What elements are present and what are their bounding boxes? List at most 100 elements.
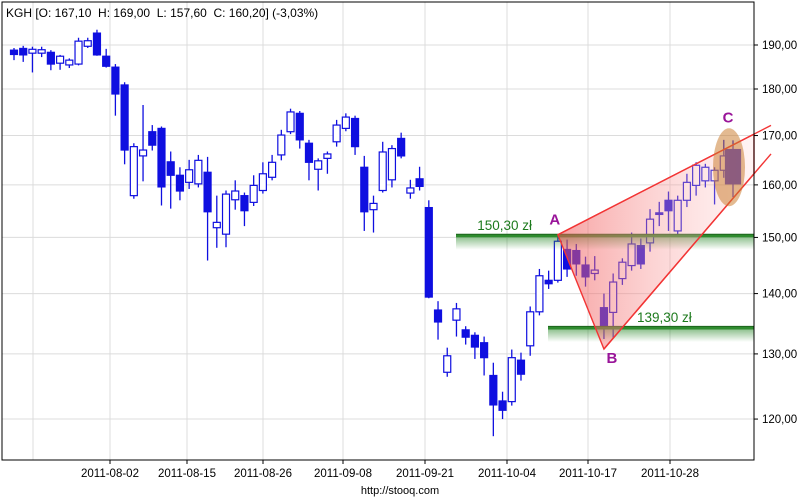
candle-body	[433, 309, 443, 323]
candle	[332, 119, 341, 147]
candle-body	[369, 202, 378, 211]
candle	[166, 151, 175, 209]
candle-body	[249, 184, 258, 203]
candle-body	[129, 146, 138, 197]
candle-body	[470, 334, 479, 348]
candle-body	[212, 221, 221, 229]
candle-body	[65, 59, 74, 66]
candle-body	[516, 359, 526, 375]
candle-body	[83, 40, 92, 47]
candle	[369, 195, 378, 233]
candle	[55, 54, 65, 70]
highlight-ellipse	[713, 128, 745, 207]
wedge-label-c: C	[723, 109, 734, 126]
candle-body	[92, 32, 102, 56]
y-axis-label: 160,00	[762, 180, 797, 192]
support-band-fade	[548, 329, 754, 343]
candle	[526, 306, 535, 356]
candle	[397, 132, 406, 159]
y-axis-label: 140,00	[762, 289, 797, 301]
candle	[480, 336, 489, 376]
candle	[258, 162, 267, 194]
candle	[240, 192, 249, 227]
candle-body	[360, 166, 369, 213]
candle	[489, 362, 498, 437]
candle	[470, 332, 479, 359]
candle	[461, 326, 470, 345]
y-axis: 190,00 180,00 170,00 160,00 150,00 140,00 130,…	[754, 40, 797, 426]
candle	[452, 302, 461, 337]
candle-body	[240, 195, 249, 212]
candle	[341, 113, 350, 132]
candle-body	[231, 190, 240, 201]
candle-body	[221, 193, 231, 235]
candle-body	[498, 400, 507, 411]
candle-body	[203, 171, 212, 213]
x-axis-label: 2011-08-15	[158, 468, 216, 480]
candle	[424, 200, 433, 299]
candle-body	[37, 49, 46, 54]
candle-body	[314, 160, 323, 170]
support-band: 139,30 zł	[548, 310, 754, 343]
candle	[415, 166, 424, 191]
x-axis-label: 2011-10-04	[478, 468, 537, 480]
candle-body	[480, 342, 489, 359]
support-price-label: 150,30 zł	[477, 218, 532, 233]
candle-body	[323, 153, 332, 159]
plot-frame	[1, 1, 755, 461]
candle	[498, 391, 507, 420]
candle	[231, 180, 240, 210]
candle	[157, 126, 166, 206]
candle	[175, 167, 185, 201]
x-axis-label: 2011-09-21	[396, 468, 454, 480]
candle-body	[157, 127, 166, 188]
candle-body	[350, 117, 360, 148]
wedge-label-a: A	[549, 212, 560, 229]
candle-body	[387, 147, 397, 181]
watermark-url: http://stooq.com	[360, 485, 440, 497]
candle	[350, 115, 360, 155]
support-price-label: 139,30 zł	[637, 310, 692, 325]
wedge-label-b: B	[607, 350, 618, 367]
x-axis-label: 2011-08-26	[234, 468, 292, 480]
candle	[277, 129, 286, 161]
candle	[535, 268, 544, 316]
candle-body	[397, 137, 406, 157]
candle-body	[74, 40, 83, 65]
candle-body	[295, 112, 304, 141]
candle-body	[489, 374, 498, 406]
candle-body	[138, 149, 148, 157]
candle-body	[185, 169, 194, 183]
wedge-lower-trendline	[603, 153, 772, 350]
candle	[120, 82, 129, 165]
candle	[295, 111, 304, 149]
candle-series	[9, 29, 742, 437]
candle	[387, 145, 397, 188]
candle	[65, 58, 74, 69]
candle	[138, 104, 148, 182]
candle-body	[378, 151, 387, 192]
candle	[185, 159, 194, 189]
candle	[129, 143, 138, 199]
candle-body	[341, 116, 350, 129]
candle-body	[535, 275, 544, 313]
candle-body	[120, 84, 129, 151]
candle	[323, 151, 332, 174]
candle-body	[28, 48, 37, 54]
candle	[433, 301, 443, 340]
y-axis-label: 190,00	[762, 40, 797, 52]
x-axis-label: 2011-10-28	[641, 468, 699, 480]
x-axis-label: 2011-10-17	[559, 468, 617, 480]
candle-body	[258, 173, 267, 192]
candle	[203, 156, 212, 261]
candle-body	[424, 206, 433, 298]
candle-body	[277, 134, 286, 156]
candle-body	[46, 51, 55, 65]
candle	[102, 48, 111, 68]
candle	[212, 195, 221, 248]
candle-body	[452, 308, 461, 321]
chart-title: KGH [O: 167,10 H: 169,00 L: 157,60 C: 16…	[6, 6, 319, 20]
x-axis-label: 2011-08-02	[81, 468, 139, 480]
candle	[304, 139, 314, 181]
